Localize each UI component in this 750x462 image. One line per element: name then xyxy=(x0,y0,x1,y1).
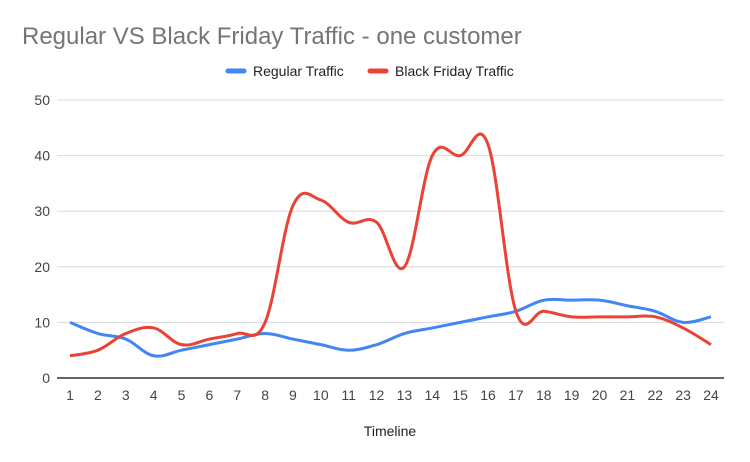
legend-label: Black Friday Traffic xyxy=(395,63,514,79)
y-tick-label: 40 xyxy=(34,148,50,164)
x-tick-label: 23 xyxy=(675,387,691,403)
y-tick-label: 20 xyxy=(34,259,50,275)
x-tick-label: 1 xyxy=(66,387,74,403)
chart-title: Regular VS Black Friday Traffic - one cu… xyxy=(22,23,522,50)
x-tick-label: 15 xyxy=(452,387,468,403)
legend-label: Regular Traffic xyxy=(253,63,344,79)
x-tick-label: 22 xyxy=(647,387,663,403)
series-line-1 xyxy=(69,132,712,358)
x-tick-label: 21 xyxy=(620,387,636,403)
x-tick-label: 4 xyxy=(150,387,158,403)
x-tick-label: 16 xyxy=(480,387,496,403)
x-tick-label: 19 xyxy=(564,387,580,403)
x-tick-label: 7 xyxy=(233,387,241,403)
x-tick-label: 17 xyxy=(508,387,524,403)
x-tick-label: 13 xyxy=(397,387,413,403)
legend: Regular Traffic Black Friday Traffic xyxy=(225,63,514,79)
y-tick-label: 10 xyxy=(34,314,50,330)
x-tick-label: 2 xyxy=(94,387,102,403)
x-tick-label: 12 xyxy=(369,387,385,403)
y-tick-label: 30 xyxy=(34,203,50,219)
y-tick-label: 0 xyxy=(42,370,50,386)
x-tick-label: 18 xyxy=(536,387,552,403)
x-tick-label: 5 xyxy=(178,387,186,403)
x-tick-label: 8 xyxy=(261,387,269,403)
x-tick-label: 11 xyxy=(341,387,356,403)
x-tick-label: 10 xyxy=(313,387,329,403)
x-tick-label: 9 xyxy=(289,387,297,403)
x-tick-label: 3 xyxy=(122,387,130,403)
y-tick-label: 50 xyxy=(34,92,50,108)
x-tick-label: 20 xyxy=(592,387,608,403)
x-tick-label: 6 xyxy=(205,387,213,403)
x-tick-label: 24 xyxy=(703,387,719,403)
x-axis-label: Timeline xyxy=(364,423,417,439)
series-line-0 xyxy=(69,297,712,358)
x-tick-label: 14 xyxy=(425,387,441,403)
